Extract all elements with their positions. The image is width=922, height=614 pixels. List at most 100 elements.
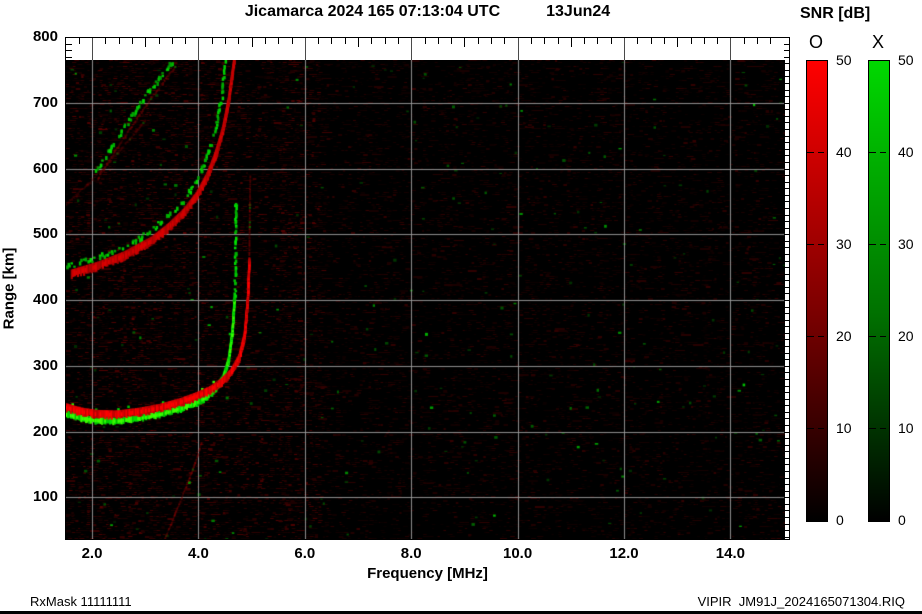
- y-minor-tick-right: [784, 90, 789, 91]
- x-minor-tick: [663, 38, 665, 44]
- x-minor-tick: [78, 38, 80, 44]
- y-minor-tick-right: [784, 50, 789, 51]
- colorbar-tick-dash: [869, 244, 876, 245]
- colorbar-o-gradient: [806, 60, 828, 522]
- x-minor-tick: [278, 38, 280, 44]
- y-minor-tick-right: [784, 432, 789, 433]
- y-minor-tick-right: [784, 57, 789, 58]
- x-minor-tick: [584, 38, 586, 44]
- y-tick-label: 600: [32, 159, 58, 177]
- x-minor-tick: [105, 38, 107, 44]
- y-minor-tick-right: [784, 326, 789, 327]
- colorbar-tick-dash: [818, 336, 824, 337]
- y-minor-tick-right: [784, 70, 789, 71]
- y-minor-tick-right: [784, 353, 789, 354]
- y-minor-tick-right: [784, 221, 789, 222]
- x-minor-tick: [211, 38, 213, 44]
- y-minor-tick-right: [784, 83, 789, 84]
- colorbar-tick-label: 40: [898, 144, 914, 160]
- y-axis-label: Range [km]: [0, 247, 18, 330]
- y-tick-label: 100: [32, 488, 58, 506]
- y-minor-tick-right: [784, 228, 789, 229]
- x-tick-label: 2.0: [81, 545, 103, 562]
- colorbar-tick-dash: [869, 428, 876, 429]
- y-minor-tick-right: [784, 109, 789, 110]
- colorbar-tick-label: 30: [836, 236, 852, 252]
- x-minor-tick: [171, 38, 173, 44]
- colorbar-tick-dash: [869, 336, 876, 337]
- x-minor-tick: [331, 38, 333, 44]
- y-minor-tick-right: [784, 313, 789, 314]
- x-minor-tick: [717, 38, 719, 44]
- gridline-strip: [624, 38, 625, 60]
- y-minor-tick-right: [784, 372, 789, 373]
- colorbar-o-label: O: [808, 32, 823, 52]
- y-minor-tick-right: [784, 241, 789, 242]
- x-tick-label: 4.0: [187, 545, 209, 562]
- x-tick-label: 6.0: [294, 545, 316, 562]
- y-tick-label: 800: [32, 28, 58, 45]
- y-minor-tick-right: [784, 254, 789, 255]
- colorbar-tick-label: 20: [898, 328, 914, 344]
- y-tick-label: 200: [32, 422, 58, 440]
- colorbar-tick-label: 0: [836, 512, 844, 528]
- y-minor-tick-right: [784, 247, 789, 248]
- y-tick-label: 400: [32, 291, 58, 309]
- colorbar-tick-dash: [880, 244, 886, 245]
- x-minor-tick: [544, 38, 546, 44]
- page-title: Jicamarca 2024 165 07:13:04 UTC 13Jun24: [65, 3, 790, 21]
- y-minor-tick-right: [784, 339, 789, 340]
- colorbar-tick-dash: [818, 152, 824, 153]
- x-minor-tick: [477, 38, 479, 44]
- y-minor-tick-right: [784, 287, 789, 288]
- x-minor-tick: [344, 38, 346, 44]
- y-minor-tick: [66, 50, 72, 51]
- y-minor-tick-right: [784, 464, 789, 465]
- colorbar-tick-dash: [807, 428, 814, 429]
- y-minor-tick-right: [784, 478, 789, 479]
- y-minor-tick: [66, 44, 72, 45]
- y-minor-tick-right: [784, 201, 789, 202]
- colorbar-tick-dash: [880, 428, 886, 429]
- x-minor-tick: [251, 38, 253, 47]
- y-minor-tick-right: [784, 103, 789, 104]
- y-minor-tick: [66, 57, 72, 58]
- colorbar-tick-dash: [818, 428, 824, 429]
- gridline-strip: [198, 38, 200, 60]
- colorbar-tick-label: 20: [836, 328, 852, 344]
- x-minor-tick: [690, 38, 692, 44]
- y-minor-tick-right: [784, 215, 789, 216]
- x-minor-tick: [158, 38, 160, 44]
- y-minor-tick-right: [784, 155, 789, 156]
- colorbar-tick-dash: [807, 244, 814, 245]
- x-minor-tick: [384, 38, 386, 44]
- y-tick-label: 700: [32, 93, 58, 111]
- y-minor-tick-right: [784, 379, 789, 380]
- y-minor-tick-right: [784, 162, 789, 163]
- x-minor-tick: [264, 38, 266, 44]
- y-minor-tick-right: [784, 274, 789, 275]
- x-tick-label: 14.0: [715, 545, 745, 562]
- x-minor-tick: [757, 38, 758, 44]
- y-minor-tick-right: [784, 412, 789, 413]
- y-minor-tick-right: [784, 122, 789, 123]
- colorbar-tick-dash: [880, 336, 886, 337]
- y-minor-tick-right: [784, 320, 789, 321]
- y-minor-tick-right: [784, 497, 789, 498]
- x-minor-tick: [225, 38, 226, 44]
- y-minor-tick-right: [784, 359, 789, 360]
- title-main: Jicamarca 2024 165 07:13:04 UTC: [244, 3, 501, 20]
- colorbar-tick-label: 0: [898, 512, 906, 528]
- y-minor-tick-right: [784, 438, 789, 439]
- x-minor-tick: [504, 38, 506, 44]
- y-minor-tick-right: [784, 293, 789, 294]
- x-minor-tick: [464, 38, 466, 47]
- x-minor-tick: [424, 38, 426, 44]
- y-minor-tick-right: [784, 405, 789, 406]
- x-tick-label: 10.0: [502, 545, 533, 562]
- x-minor-tick: [637, 38, 639, 44]
- x-minor-tick: [570, 38, 572, 47]
- y-minor-tick-right: [784, 169, 789, 170]
- x-minor-tick: [557, 38, 559, 44]
